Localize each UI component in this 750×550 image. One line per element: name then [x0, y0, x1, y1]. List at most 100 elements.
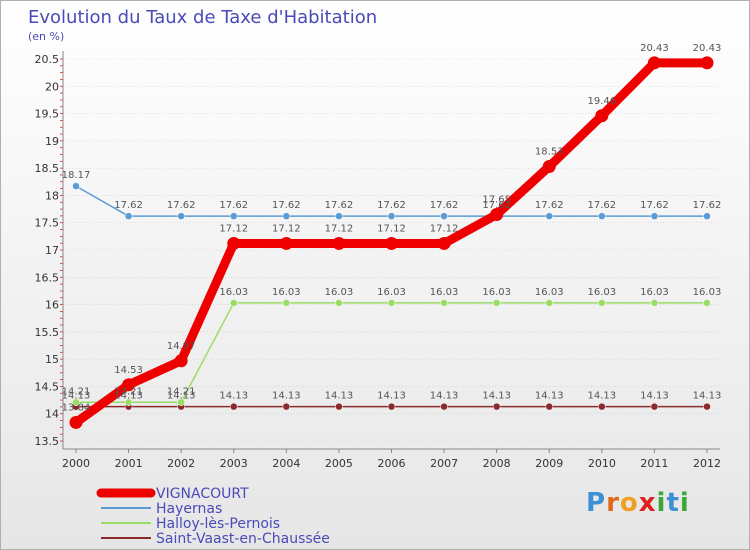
data-point: [282, 402, 291, 411]
data-label: 14.21: [62, 386, 91, 397]
data-label: 14.13: [114, 391, 143, 402]
data-label: 17.62: [693, 200, 722, 211]
logo-letter: i: [679, 488, 690, 518]
data-point: [440, 212, 448, 220]
data-label: 14.13: [219, 391, 248, 402]
data-point: [122, 378, 136, 392]
data-label: 14.13: [62, 391, 91, 402]
y-tick-label: 20: [45, 80, 59, 93]
data-label: 14.13: [640, 391, 669, 402]
data-point: [124, 212, 133, 220]
data-point: [282, 212, 291, 220]
data-point: [703, 299, 711, 307]
data-point: [230, 402, 238, 411]
y-tick-label: 13.5: [35, 435, 60, 448]
data-point: [703, 402, 711, 411]
x-tick-label: 2008: [483, 457, 511, 470]
data-label: 14.13: [325, 391, 354, 402]
data-point: [177, 398, 185, 407]
data-point: [700, 56, 714, 70]
data-label: 14.13: [272, 391, 301, 402]
data-point: [437, 236, 451, 250]
logo-letter: i: [656, 488, 667, 518]
logo-letter: t: [666, 488, 680, 518]
data-point: [650, 402, 659, 411]
y-tick-label: 19.5: [35, 108, 60, 121]
data-point: [335, 212, 343, 220]
y-tick-label: 17: [45, 244, 59, 257]
data-label: 17.62: [325, 200, 354, 211]
data-point: [440, 299, 448, 307]
data-label: 14.13: [167, 391, 196, 402]
x-tick-label: 2001: [115, 457, 143, 470]
data-point: [385, 236, 398, 250]
data-label: 17.62: [272, 200, 301, 211]
data-label: 17.62: [430, 200, 459, 211]
legend-label: Halloy-lès-Pernois: [156, 516, 280, 532]
data-point: [598, 402, 606, 411]
data-label: 17.62: [167, 200, 196, 211]
data-point: [647, 56, 661, 70]
data-label: 14.13: [482, 391, 511, 402]
data-point: [72, 398, 80, 407]
y-tick-label: 20.5: [35, 53, 60, 66]
x-tick-label: 2011: [640, 457, 668, 470]
data-point: [387, 299, 396, 307]
data-label: 16.03: [325, 287, 354, 298]
data-label: 17.62: [219, 200, 248, 211]
data-point: [69, 415, 83, 429]
data-label: 18.17: [62, 170, 91, 181]
y-tick-label: 18.5: [35, 162, 60, 175]
data-label: 16.03: [588, 287, 617, 298]
data-label: 17.62: [588, 200, 617, 211]
data-label: 17.12: [272, 223, 301, 234]
data-point: [335, 402, 343, 411]
y-tick-label: 16.5: [35, 271, 60, 284]
x-tick-label: 2005: [325, 457, 353, 470]
data-label: 16.03: [219, 287, 248, 298]
data-label: 16.03: [377, 287, 406, 298]
data-point: [542, 160, 556, 174]
data-point: [227, 236, 241, 250]
data-label: 17.65: [482, 195, 511, 206]
logo-letter: x: [638, 488, 657, 518]
data-label: 20.43: [640, 43, 669, 54]
data-point: [177, 212, 185, 220]
data-point: [598, 212, 606, 220]
data-point: [650, 299, 659, 307]
data-label: 16.03: [482, 287, 511, 298]
y-tick-label: 16: [45, 299, 59, 312]
data-label: 19.46: [588, 96, 617, 107]
data-point: [650, 212, 659, 220]
data-point: [387, 402, 396, 411]
data-point: [703, 212, 711, 220]
data-point: [387, 212, 396, 220]
data-label: 14.21: [167, 386, 196, 397]
y-tick-label: 14: [45, 408, 59, 421]
data-label: 14.53: [114, 365, 143, 376]
data-point: [595, 109, 609, 123]
data-point: [440, 402, 448, 411]
legend-label: VIGNACOURT: [156, 486, 249, 502]
chart-unit-label: (en %): [28, 30, 65, 43]
x-tick-label: 2006: [378, 457, 406, 470]
proxiti-logo: Proxiti: [586, 488, 690, 518]
y-tick-label: 18: [45, 189, 59, 202]
x-tick-label: 2004: [272, 457, 300, 470]
data-point: [490, 208, 504, 222]
data-point: [492, 299, 501, 307]
data-label: 17.62: [640, 200, 669, 211]
data-label: 18.53: [535, 147, 564, 158]
data-label: 16.03: [535, 287, 564, 298]
y-tick-label: 15: [45, 353, 59, 366]
y-tick-label: 17.5: [35, 217, 60, 230]
data-label: 17.12: [325, 223, 354, 234]
data-point: [598, 299, 606, 307]
data-point: [174, 354, 188, 368]
data-label: 14.97: [167, 341, 196, 352]
data-point: [332, 236, 346, 250]
data-point: [282, 299, 291, 307]
x-tick-label: 2002: [167, 457, 195, 470]
